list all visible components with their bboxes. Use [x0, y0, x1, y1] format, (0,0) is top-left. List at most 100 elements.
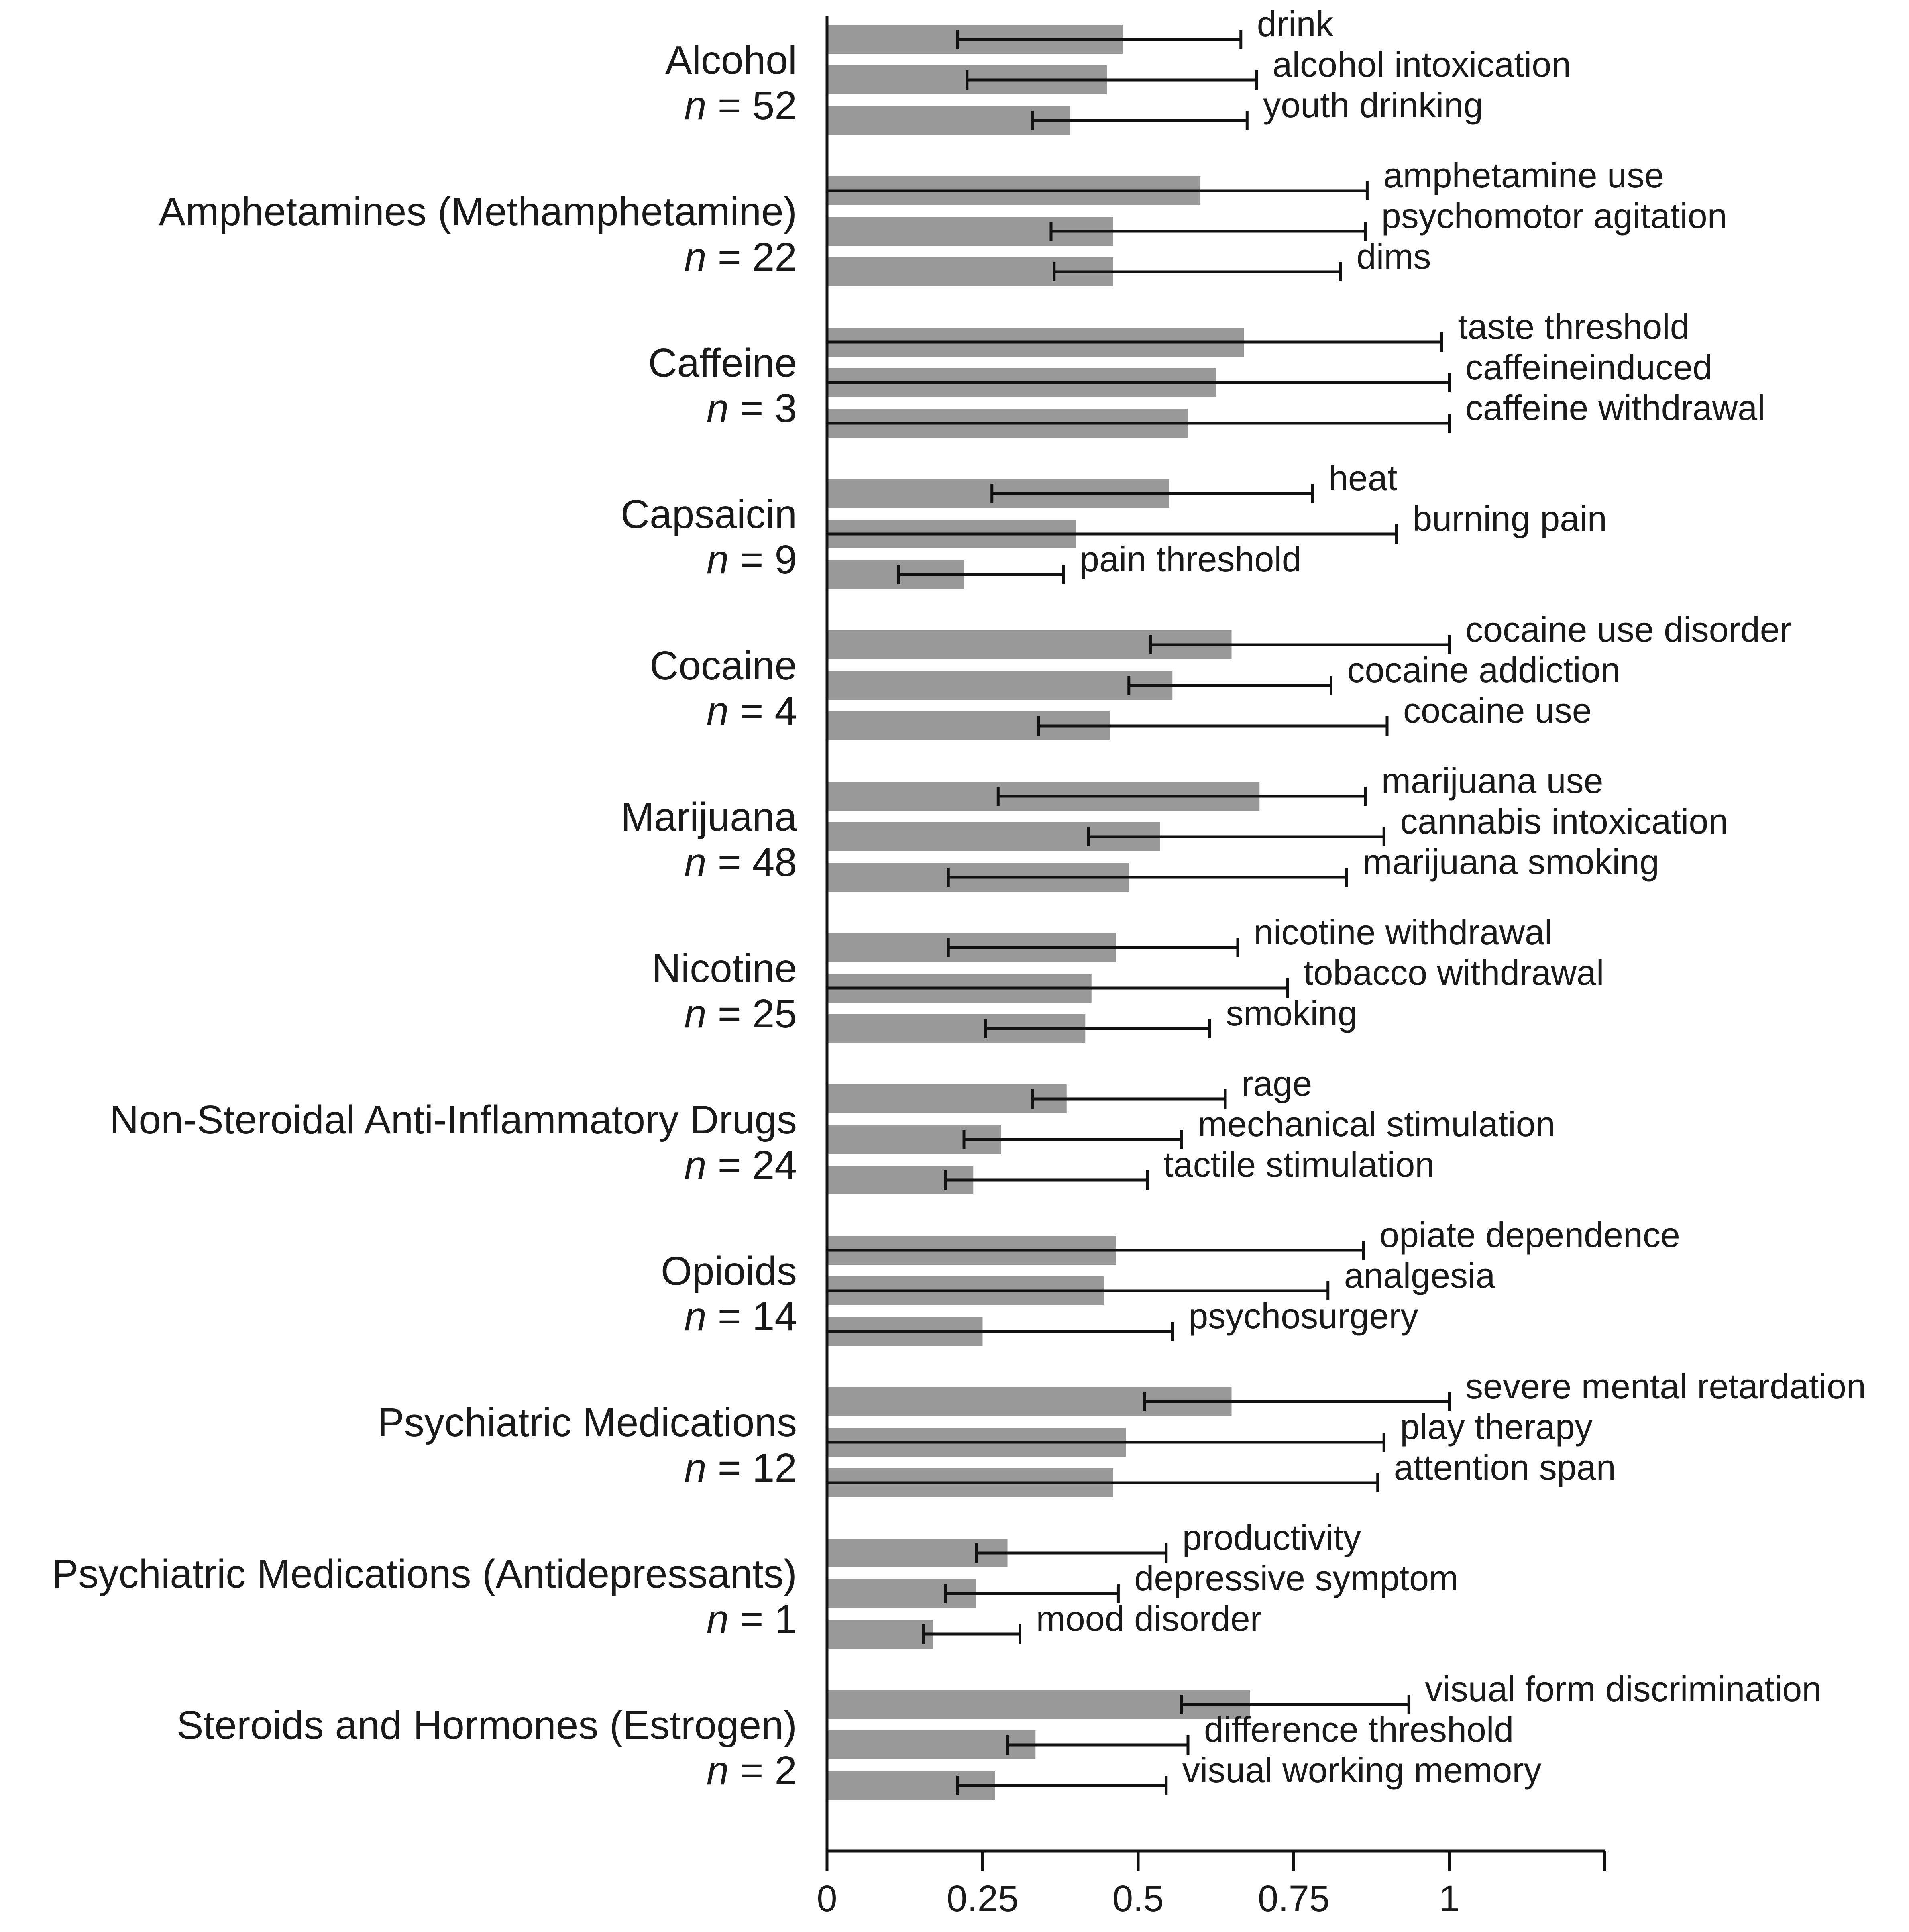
error-bar — [1087, 827, 1385, 846]
group-n-label: n = 4 — [707, 689, 797, 734]
bar — [827, 106, 1070, 135]
term-label: marijuana smoking — [1363, 842, 1659, 882]
error-bar — [996, 787, 1367, 806]
term-label: productivity — [1182, 1518, 1361, 1557]
error-bar — [956, 30, 1243, 49]
term-label: taste threshold — [1458, 307, 1689, 346]
error-bar — [962, 1130, 1183, 1149]
error-bar — [1031, 1089, 1227, 1109]
term-label: visual working memory — [1182, 1750, 1542, 1790]
group-label: Caffeine — [648, 340, 797, 385]
error-bar — [827, 1241, 1365, 1260]
term-label: severe mental retardation — [1465, 1366, 1866, 1406]
group-label: Nicotine — [652, 946, 797, 991]
term-label: cannabis intoxication — [1400, 801, 1728, 841]
error-bar — [947, 938, 1239, 957]
error-bar — [1006, 1735, 1190, 1755]
bar — [827, 1620, 933, 1649]
axes-layer: 0 0.25 0.5 0.75 1 — [817, 16, 1606, 1919]
term-label: heat — [1328, 458, 1397, 498]
term-label: marijuana use — [1381, 761, 1603, 801]
term-label: visual form discrimination — [1425, 1669, 1821, 1709]
group-n-label: n = 22 — [684, 234, 797, 279]
term-label: mechanical stimulation — [1198, 1104, 1555, 1144]
term-label: youth drinking — [1263, 85, 1483, 125]
bar — [827, 671, 1173, 700]
x-tick-label: 0.25 — [947, 1878, 1019, 1919]
term-label: psychosurgery — [1188, 1296, 1418, 1336]
x-tick-label: 1 — [1439, 1878, 1459, 1919]
group-n-label: n = 24 — [684, 1143, 797, 1188]
error-bar — [956, 1776, 1168, 1795]
group-n-label: n = 14 — [684, 1294, 797, 1339]
bar — [827, 1730, 1036, 1759]
group-n-label: n = 25 — [684, 991, 797, 1036]
error-bar — [944, 1584, 1120, 1603]
error-bar — [827, 1433, 1385, 1452]
term-label: depressive symptom — [1134, 1558, 1458, 1598]
group-n-label: n = 1 — [707, 1597, 797, 1642]
error-bar — [1143, 1392, 1451, 1411]
error-bar — [944, 1170, 1149, 1190]
term-label: smoking — [1226, 993, 1357, 1033]
term-label: cocaine addiction — [1347, 650, 1620, 690]
term-label: attention span — [1394, 1447, 1616, 1487]
group-label: Steroids and Hormones (Estrogen) — [177, 1703, 797, 1748]
error-bar — [947, 868, 1348, 887]
error-bar — [984, 1019, 1211, 1038]
term-label: caffeineinduced — [1465, 347, 1712, 387]
group-label: Alcohol — [665, 38, 797, 83]
group-label: Psychiatric Medications — [377, 1400, 797, 1445]
x-tick-label: 0.5 — [1112, 1878, 1164, 1919]
group-label: Amphetamines (Methamphetamine) — [159, 189, 797, 234]
term-label: difference threshold — [1204, 1710, 1514, 1749]
term-label: psychomotor agitation — [1381, 196, 1727, 236]
term-label: pain threshold — [1080, 539, 1302, 579]
bar — [827, 1084, 1067, 1113]
error-bar — [966, 70, 1258, 90]
group-label: Capsaicin — [621, 492, 797, 537]
term-label: amphetamine use — [1383, 155, 1664, 195]
term-label: tobacco withdrawal — [1304, 953, 1604, 992]
error-bar — [827, 373, 1451, 392]
group-n-label: n = 2 — [707, 1748, 797, 1793]
error-bar — [975, 1543, 1168, 1563]
term-label: opiate dependence — [1379, 1215, 1680, 1255]
error-bar — [1180, 1695, 1410, 1714]
error-bar — [827, 524, 1398, 544]
term-label: tactile stimulation — [1163, 1145, 1434, 1184]
error-bar — [922, 1624, 1021, 1644]
group-label: Non-Steroidal Anti-Inflammatory Drugs — [110, 1097, 797, 1142]
error-bar — [827, 1281, 1330, 1300]
error-bar — [1127, 676, 1332, 695]
x-tick-label: 0.75 — [1258, 1878, 1330, 1919]
term-label: analgesia — [1344, 1255, 1495, 1295]
error-bar — [827, 978, 1289, 998]
group-n-label: n = 52 — [684, 83, 797, 128]
error-bar — [1031, 111, 1249, 130]
term-label: drink — [1257, 4, 1334, 44]
group-n-label: n = 3 — [707, 386, 797, 431]
error-bar — [827, 181, 1369, 200]
error-bar — [897, 565, 1065, 584]
term-label: cocaine use — [1403, 691, 1592, 730]
bar — [827, 1690, 1250, 1719]
group-label: Psychiatric Medications (Antidepressants… — [52, 1551, 797, 1596]
group-n-label: n = 48 — [684, 840, 797, 885]
error-bar — [1049, 222, 1367, 241]
term-label: dims — [1357, 236, 1431, 276]
error-bar — [827, 332, 1443, 352]
x-tick-label: 0 — [817, 1878, 837, 1919]
term-label: burning pain — [1412, 499, 1607, 538]
term-label: play therapy — [1400, 1407, 1592, 1447]
group-label: Opioids — [661, 1249, 797, 1294]
term-label: cocaine use disorder — [1465, 609, 1791, 649]
error-bar — [990, 484, 1314, 503]
group-n-label: n = 12 — [684, 1445, 797, 1490]
error-bars-layer — [827, 30, 1451, 1795]
error-bar — [1149, 635, 1451, 654]
term-label: alcohol intoxication — [1273, 45, 1571, 84]
